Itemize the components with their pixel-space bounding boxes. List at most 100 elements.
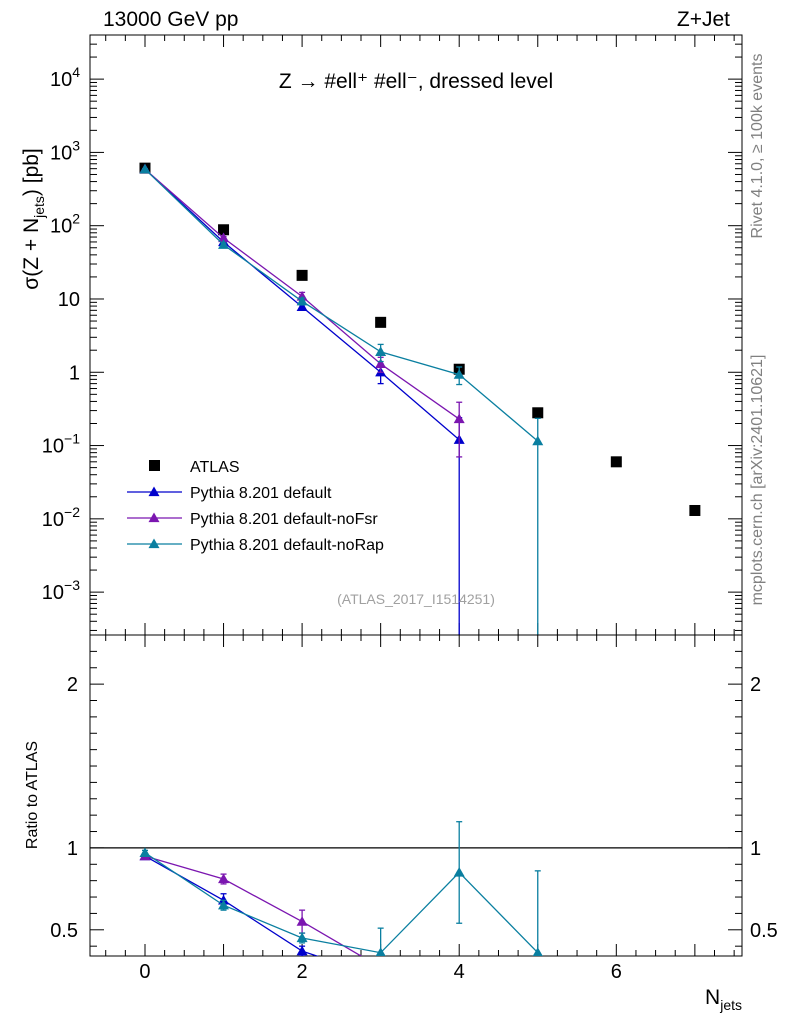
atlas-point xyxy=(610,456,622,468)
y-tick-label-exponent: 3 xyxy=(72,137,80,153)
y-tick-label-exponent: −2 xyxy=(64,504,80,520)
y-tick-label: 104 xyxy=(50,64,80,91)
ratio-frame xyxy=(89,634,743,957)
ratio-series-point xyxy=(218,873,230,884)
legend-marker xyxy=(148,512,160,523)
ratio-series-point xyxy=(375,947,386,956)
main-y-label: σ(Z + Njets) [pb] xyxy=(20,148,47,290)
x-axis-label: Njets xyxy=(705,986,742,1013)
ratio-series-point xyxy=(296,945,308,956)
y-tick-label-mantissa: 10 xyxy=(42,509,64,531)
ratio-y-tick-label: 1 xyxy=(67,838,78,860)
legend-label: Pythia 8.201 default-noRap xyxy=(190,537,384,554)
ratio-series-point xyxy=(218,894,230,905)
series-point xyxy=(375,358,387,369)
atlas-point xyxy=(689,504,701,516)
y-tick-label: 103 xyxy=(50,137,80,164)
y-tick-label: 10−1 xyxy=(42,431,80,458)
rivet-label: Rivet 4.1.0, ≥ 100k events xyxy=(749,54,766,239)
series-point xyxy=(532,435,544,446)
ratio-series-pythia-8-201-default-nofsr xyxy=(139,850,386,972)
main-frame xyxy=(89,34,743,636)
ratio-y-tick-label-right: 1 xyxy=(750,838,761,860)
y-tick-label-mantissa: 10 xyxy=(58,289,80,311)
y-tick-label-exponent: 2 xyxy=(72,211,80,227)
main-title: Z → #ell⁺ #ell⁻, dressed level xyxy=(279,70,553,93)
series-point xyxy=(218,232,230,243)
y-tick-label-mantissa: 1 xyxy=(69,362,80,384)
ratio-y-tick-label-right: 2 xyxy=(750,674,761,696)
series-point xyxy=(218,239,230,249)
y-tick-label-mantissa: 10 xyxy=(42,582,64,604)
x-label-sub: jets xyxy=(719,997,742,1013)
legend-label: Pythia 8.201 default-noFsr xyxy=(190,511,378,528)
main-marks xyxy=(139,162,701,635)
ratio-series-pythia-8-201-default-norap xyxy=(139,821,543,956)
legend-label: ATLAS xyxy=(190,459,240,476)
series-point xyxy=(139,163,151,174)
legend-entry-atlas: ATLAS xyxy=(149,459,240,476)
y-tick-label: 102 xyxy=(50,211,80,238)
y-tick-label-mantissa: 10 xyxy=(42,436,64,458)
header-left: 13000 GeV pp xyxy=(103,8,238,31)
ratio-series-pythia-8-201-default xyxy=(139,850,386,982)
atlas-point xyxy=(296,269,308,281)
ratio-series-point xyxy=(296,932,308,943)
ratio-x-tick-labels: 0 2 4 6 xyxy=(139,961,621,983)
ratio-series-point xyxy=(296,916,308,926)
legend-entry-pythia-8-201-default: Pythia 8.201 default xyxy=(127,485,332,502)
ratio-series-point xyxy=(453,866,465,877)
y-tick-label: 10 xyxy=(58,289,80,311)
y-tick-label-mantissa: 10 xyxy=(50,216,72,238)
legend-marker xyxy=(148,538,160,549)
x-tick-label: 4 xyxy=(454,961,465,983)
y-tick-label: 10−3 xyxy=(42,577,80,604)
series-point xyxy=(375,346,387,356)
mcplots-label: mcplots.cern.ch [arXiv:2401.10621] xyxy=(749,355,766,606)
y-tick-label-exponent: −1 xyxy=(64,431,80,447)
atlas-point xyxy=(218,224,230,236)
legend-entry-pythia-8-201-default-nofsr: Pythia 8.201 default-noFsr xyxy=(127,511,378,528)
main-y-label-main: σ(Z + N xyxy=(20,218,43,290)
legend: ATLAS Pythia 8.201 default Pythia 8.201 de… xyxy=(127,459,384,554)
y-tick-label-exponent: 4 xyxy=(72,64,80,80)
x-tick-label: 2 xyxy=(297,961,308,983)
ratio-y-tick-labels: 0.5 0.5 1 1 2 2 xyxy=(50,674,778,942)
ratio-axis-ticks xyxy=(90,635,742,956)
ratio-series-point xyxy=(218,899,230,910)
ratio-y-tick-label: 0.5 xyxy=(50,920,78,942)
ratio-series-line xyxy=(144,855,319,956)
series-line xyxy=(144,168,539,442)
y-tick-label-mantissa: 10 xyxy=(50,69,72,91)
main-y-label-tail: ) [pb] xyxy=(20,148,43,196)
ratio-series-line xyxy=(144,852,539,954)
y-tick-label-exponent: −3 xyxy=(64,577,80,593)
y-tick-label: 10−2 xyxy=(42,504,80,531)
series-point xyxy=(453,413,465,424)
series-point xyxy=(453,369,465,379)
header-right: Z+Jet xyxy=(677,8,730,31)
x-tick-label: 0 xyxy=(139,961,150,983)
series-pythia-8-201-default xyxy=(139,163,465,635)
ratio-y-tick-label: 2 xyxy=(67,674,78,696)
series-point xyxy=(296,301,308,312)
ratio-series-point xyxy=(532,947,543,956)
series-point xyxy=(296,295,308,306)
ratio-y-label: Ratio to ATLAS xyxy=(24,741,41,849)
legend-marker xyxy=(149,460,160,471)
main-y-label-sub: jets xyxy=(31,196,47,219)
ratio-series-point xyxy=(375,972,386,982)
legend-entry-pythia-8-201-default-norap: Pythia 8.201 default-noRap xyxy=(127,537,384,554)
ratio-series-point xyxy=(375,962,386,972)
ratio-marks xyxy=(139,821,543,982)
atlas-point xyxy=(532,407,544,419)
legend-label: Pythia 8.201 default xyxy=(190,485,332,502)
x-label-main: N xyxy=(705,986,720,1009)
atlas-point xyxy=(375,316,387,328)
y-tick-label-mantissa: 10 xyxy=(50,142,72,164)
y-tick-label: 1 xyxy=(69,362,80,384)
legend-marker xyxy=(148,486,160,497)
